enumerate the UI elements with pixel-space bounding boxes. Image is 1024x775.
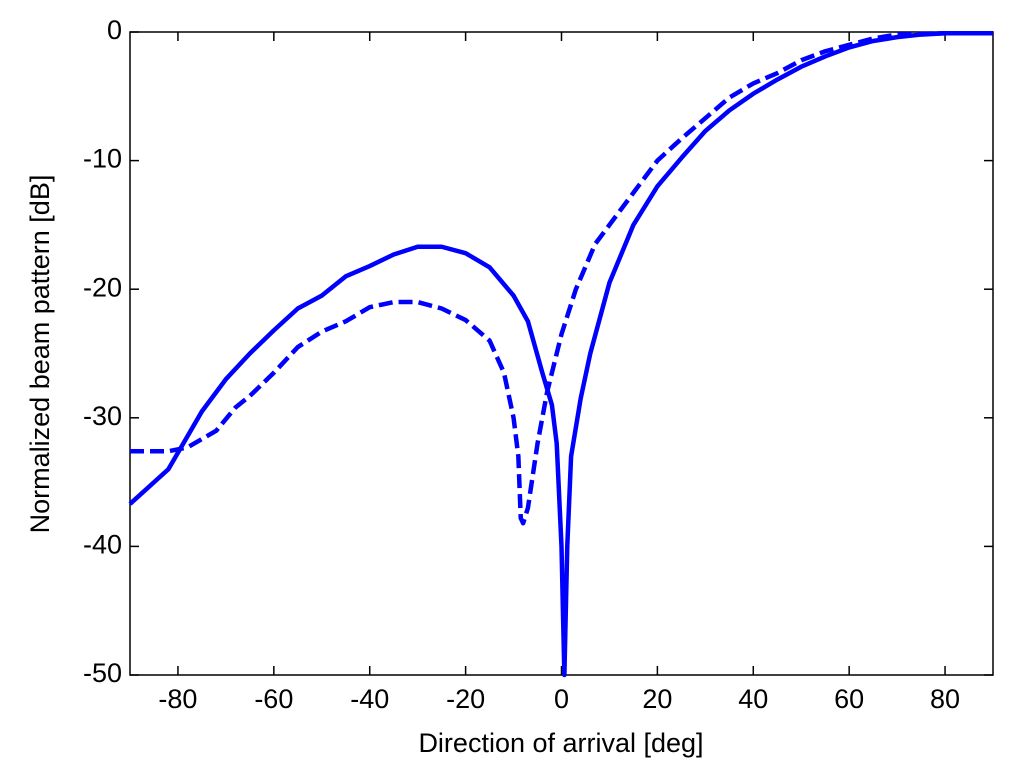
x-tick-label: -80 [158,684,197,714]
x-axis-label: Direction of arrival [deg] [418,728,703,758]
y-tick-label: -20 [83,272,122,302]
x-tick-label: 20 [642,684,672,714]
x-tick-label: 40 [738,684,768,714]
x-tick-label: -40 [350,684,389,714]
y-tick-label: 0 [107,15,122,45]
x-tick-label: 80 [930,684,960,714]
y-axis-label: Normalized beam pattern [dB] [25,175,55,534]
series-line [130,31,993,526]
x-tick-label: -20 [446,684,485,714]
series-line [128,31,993,678]
x-tick-label: 0 [554,684,569,714]
x-tick-label: -60 [254,684,293,714]
y-tick-label: -10 [83,144,122,174]
y-tick-label: -30 [83,401,122,431]
x-tick-label: 60 [834,684,864,714]
y-tick-label: -40 [83,530,122,560]
y-tick-label: -50 [83,658,122,688]
